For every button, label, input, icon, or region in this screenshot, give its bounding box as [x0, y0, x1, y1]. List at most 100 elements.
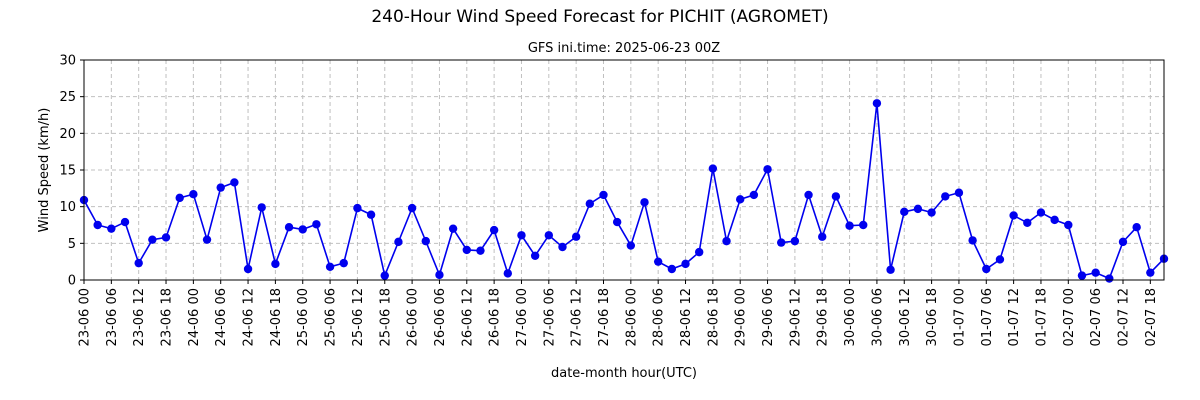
x-tick-label: 28-06 06 [652, 288, 667, 346]
x-axis-label: date-month hour(UTC) [551, 366, 697, 381]
data-point [1105, 274, 1114, 283]
data-point [353, 203, 362, 213]
x-tick-label: 28-06 00 [624, 288, 639, 346]
data-point [517, 231, 526, 240]
data-point [530, 251, 540, 260]
data-point [394, 237, 403, 247]
data-point [831, 192, 841, 201]
x-tick-label: 24-06 00 [187, 288, 202, 346]
x-tick-label: 30-06 06 [870, 288, 885, 346]
data-point [325, 262, 335, 271]
data-point [148, 235, 157, 244]
x-tick-label: 02-07 18 [1144, 288, 1159, 346]
data-point [749, 190, 759, 200]
chart-subtitle: GFS ini.time: 2025-06-23 00Z [528, 41, 720, 56]
y-tick-label: 25 [59, 90, 76, 105]
data-point [230, 178, 239, 187]
x-tick-label: 30-06 00 [843, 288, 858, 346]
data-point [708, 164, 718, 173]
x-tick-label: 27-06 12 [570, 288, 585, 346]
data-point [763, 165, 772, 174]
data-point [995, 255, 1005, 264]
x-tick-label: 24-06 12 [242, 288, 257, 346]
data-point [462, 245, 471, 255]
x-tick-label: 23-06 12 [132, 288, 147, 346]
x-tick-label: 02-07 06 [1089, 288, 1104, 346]
data-point [503, 269, 512, 278]
data-point [312, 220, 321, 229]
data-point [612, 217, 622, 227]
data-point [202, 235, 212, 244]
data-point [790, 236, 800, 246]
data-point [722, 236, 731, 246]
x-tick-label: 29-06 18 [816, 288, 831, 346]
data-point [93, 220, 102, 230]
data-point [640, 198, 649, 207]
x-tick-label: 26-06 00 [406, 288, 421, 346]
x-tick-label: 01-07 18 [1034, 288, 1049, 346]
x-tick-label: 01-07 06 [980, 288, 995, 346]
x-tick-label: 25-06 06 [324, 288, 339, 346]
data-point [407, 203, 417, 213]
data-point [435, 270, 444, 280]
y-tick-label: 30 [59, 54, 76, 69]
data-point [175, 193, 184, 203]
data-point [1036, 208, 1046, 217]
data-point [872, 99, 882, 108]
data-point [120, 217, 130, 227]
data-point [1064, 220, 1073, 230]
x-tick-label: 27-06 18 [597, 288, 612, 346]
data-point [107, 224, 116, 233]
data-point [900, 207, 909, 216]
x-tick-label: 24-06 06 [214, 288, 229, 346]
y-axis-label: Wind Speed (km/h) [37, 108, 52, 233]
data-point [886, 265, 895, 274]
x-tick-label: 01-07 12 [1007, 288, 1022, 346]
chart-title: 240-Hour Wind Speed Forecast for PICHIT … [371, 7, 828, 27]
data-point [1050, 215, 1059, 225]
x-tick-label: 25-06 18 [378, 288, 393, 346]
data-point [1118, 237, 1128, 247]
x-tick-label: 23-06 06 [105, 288, 120, 346]
grid-lines [83, 59, 1164, 281]
data-point [284, 223, 294, 232]
data-point [681, 259, 690, 269]
x-tick-label: 23-06 00 [78, 288, 93, 346]
x-tick-label: 25-06 00 [296, 288, 311, 346]
y-tick-label: 15 [59, 164, 76, 179]
wind-speed-series [79, 99, 1169, 283]
data-point [968, 236, 977, 245]
x-tick-label: 02-07 00 [1062, 288, 1077, 346]
data-point [653, 257, 663, 266]
data-point [859, 220, 868, 230]
x-tick-label: 26-06 06 [433, 288, 448, 346]
x-tick-label: 29-06 06 [761, 288, 776, 346]
data-point [913, 204, 923, 214]
data-point [216, 183, 225, 192]
data-point [982, 264, 991, 274]
data-point [941, 192, 950, 201]
x-tick-label: 26-06 12 [460, 288, 475, 346]
data-point [1132, 223, 1141, 232]
data-point [1077, 271, 1087, 280]
data-point [585, 199, 595, 208]
data-point [694, 247, 704, 257]
x-tick-label: 23-06 18 [160, 288, 175, 346]
data-point [1009, 211, 1018, 220]
data-point [954, 188, 964, 197]
x-tick-label: 27-06 06 [542, 288, 557, 346]
data-point [298, 225, 307, 234]
x-tick-label: 29-06 00 [734, 288, 749, 346]
y-tick-label: 20 [59, 127, 76, 142]
data-point [571, 232, 581, 241]
data-point [736, 195, 745, 204]
data-point [189, 190, 198, 199]
y-tick-label: 0 [68, 274, 76, 289]
x-tick-label: 25-06 12 [351, 288, 366, 346]
data-point [476, 246, 485, 255]
data-point [1091, 268, 1100, 277]
data-point [626, 241, 636, 250]
x-tick-label: 28-06 18 [706, 288, 721, 346]
data-point [380, 271, 389, 280]
wind-speed-line [83, 103, 1165, 280]
